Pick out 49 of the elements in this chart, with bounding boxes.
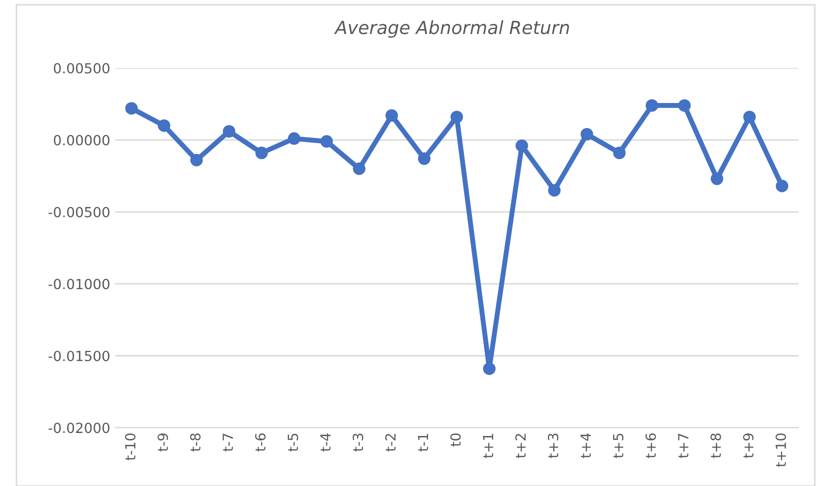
point (255, 146, 268, 160)
point (743, 110, 756, 124)
point (646, 99, 658, 112)
x-tick-label: t+8 (710, 433, 722, 458)
point (516, 139, 528, 152)
point (190, 154, 203, 166)
point (548, 184, 561, 197)
x-tick-label: t+2 (515, 434, 526, 458)
x-tick-label: t+3 (548, 434, 558, 458)
x-tick-label: t+4 (580, 433, 591, 458)
x-tick-label: t-3 (352, 434, 364, 452)
x-tick-label: t-7 (222, 434, 233, 452)
x-tick-label: t-8 (190, 433, 201, 452)
point (710, 172, 724, 186)
point (613, 146, 626, 160)
point (483, 362, 496, 375)
x-tick-label: t-6 (255, 433, 266, 452)
y-tick-label: 0.00000 (54, 134, 110, 146)
point (158, 119, 170, 132)
x-tick-label: t+5 (613, 434, 624, 458)
chart-title: Average Abnormal Return (334, 20, 569, 38)
x-tick-label: t-10 (125, 433, 136, 460)
y-tick-label: -0.01500 (48, 350, 110, 362)
x-tick-label: t0 (450, 433, 461, 446)
x-tick-label: t-9 (158, 434, 168, 452)
point (352, 162, 366, 175)
x-tick-label: t+6 (645, 433, 656, 458)
y-tick-label: -0.01000 (48, 278, 110, 290)
x-tick-label: t-4 (320, 433, 330, 452)
x-tick-label: t+7 (678, 434, 688, 458)
x-tick-label: t+10 (776, 433, 786, 467)
x-tick-label: t-2 (385, 434, 396, 452)
point (450, 110, 464, 124)
x-tick-label: t+1 (483, 434, 494, 458)
point (418, 152, 430, 165)
point (776, 180, 788, 192)
x-tick-label: t-5 (288, 434, 298, 452)
point (678, 99, 691, 112)
point (385, 109, 398, 122)
point (320, 135, 333, 148)
x-tick-label: t-1 (418, 434, 428, 452)
point (288, 132, 300, 145)
point (222, 125, 236, 138)
y-tick-label: -0.02000 (48, 422, 110, 434)
point (125, 102, 138, 115)
x-tick-label: t+9 (743, 434, 754, 458)
point (580, 128, 594, 140)
y-tick-label: -0.00500 (48, 206, 110, 218)
y-tick-label: 0.00500 (54, 63, 110, 74)
